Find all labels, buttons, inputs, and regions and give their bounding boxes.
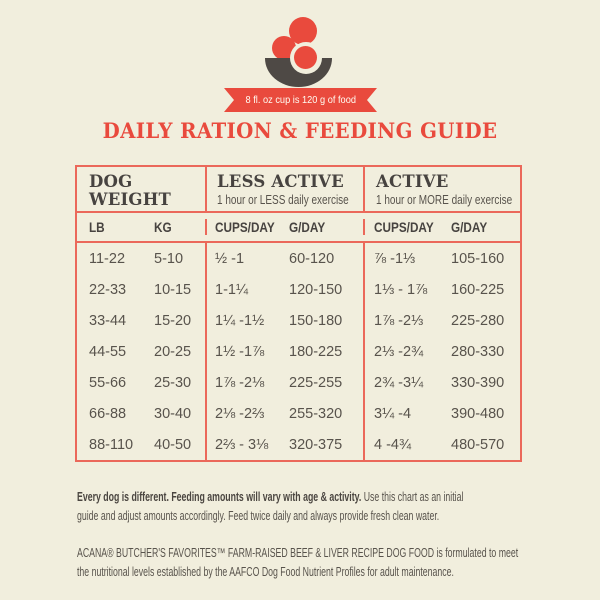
column-header-g-less: G/DAY: [289, 219, 326, 235]
group-less-active: LESS ACTIVE 1 hour or LESS daily exercis…: [205, 167, 363, 211]
table-cell: 88-110: [89, 436, 134, 453]
table-cell: 22-33: [89, 281, 127, 298]
group-title: ACTIVE: [376, 172, 449, 191]
table-cell: 225-280: [451, 312, 505, 329]
table-cell: 320-375: [289, 436, 343, 453]
table-cell: 280-330: [451, 343, 505, 360]
feeding-table: DOG WEIGHT LESS ACTIVE 1 hour or LESS da…: [75, 165, 522, 462]
table-cell: 480-570: [451, 436, 505, 453]
table-cell: 33-44: [89, 312, 127, 329]
feeding-table-body: 11-22 5-10 ½ -1 60-120 ⅞ -1⅓ 105-160 22-33 10-1…: [77, 243, 520, 460]
group-active: ACTIVE 1 hour or MORE daily exercise: [363, 167, 520, 211]
ribbon-label: 8 fl. oz cup is 120 g of food: [245, 94, 356, 106]
table-cell: 390-480: [451, 405, 505, 422]
group-title: DOG WEIGHT: [89, 172, 171, 210]
table-cell: 255-320: [289, 405, 343, 422]
table-cell: ½ -1: [205, 243, 281, 274]
table-cell: 180-225: [289, 343, 343, 360]
table-cell: 20-25: [154, 343, 192, 360]
table-cell: 2⅛ -2⅔: [205, 398, 281, 429]
table-cell: 3¼ -4: [363, 398, 441, 429]
table-row: 55-66 25-30 1⅞ -2⅛ 225-255 2¾ -3¼ 330-390: [77, 367, 520, 398]
table-cell: 11-22: [89, 250, 126, 267]
table-cell: 40-50: [154, 436, 192, 453]
table-cell: 10-15: [154, 281, 192, 298]
table-cell: 225-255: [289, 374, 343, 391]
table-cell: 1⅓ - 1⅞: [363, 274, 441, 305]
group-dog-weight: DOG WEIGHT: [77, 167, 205, 211]
group-subtitle: 1 hour or MORE daily exercise: [376, 193, 513, 208]
table-group-header: DOG WEIGHT LESS ACTIVE 1 hour or LESS da…: [77, 167, 520, 213]
kibble-dot: [294, 46, 317, 69]
table-row: 88-110 40-50 2⅔ - 3⅛ 320-375 4 -4¾ 480-570: [77, 429, 520, 460]
cup-measure-ribbon: 8 fl. oz cup is 120 g of food: [224, 88, 377, 112]
table-cell: 160-225: [451, 281, 505, 298]
table-cell: 330-390: [451, 374, 505, 391]
table-cell: 120-150: [289, 281, 343, 298]
table-row: 66-88 30-40 2⅛ -2⅔ 255-320 3¼ -4 390-480: [77, 398, 520, 429]
column-header-lb: LB: [89, 219, 105, 235]
table-cell: 1⅞ -2⅛: [205, 367, 281, 398]
table-row: 22-33 10-15 1-1¼ 120-150 1⅓ - 1⅞ 160-225: [77, 274, 520, 305]
table-row: 33-44 15-20 1¼ -1½ 150-180 1⅞ -2⅓ 225-280: [77, 305, 520, 336]
page-title: DAILY RATION & FEEDING GUIDE: [102, 118, 498, 143]
table-row: 11-22 5-10 ½ -1 60-120 ⅞ -1⅓ 105-160: [77, 243, 520, 274]
table-cell: ⅞ -1⅓: [363, 243, 441, 274]
column-header-g-active: G/DAY: [451, 219, 488, 235]
table-cell: 105-160: [451, 250, 505, 267]
table-cell: 150-180: [289, 312, 343, 329]
column-header-cups-less: CUPS/DAY: [205, 219, 281, 235]
column-header-cups-active: CUPS/DAY: [363, 219, 441, 235]
table-cell: 4 -4¾: [363, 429, 441, 460]
table-cell: 44-55: [89, 343, 127, 360]
table-cell: 1-1¼: [205, 274, 281, 305]
feeding-note: Every dog is different. Feeding amounts …: [77, 488, 600, 527]
table-cell: 1¼ -1½: [205, 305, 281, 336]
table-cell: 15-20: [154, 312, 192, 329]
feeding-note-rest: Use this chart as an initial guide and a…: [77, 490, 464, 524]
table-cell: 2⅓ -2¾: [363, 336, 441, 367]
table-cell: 2¾ -3¼: [363, 367, 441, 398]
feeding-note-lead: Every dog is different. Feeding amounts …: [77, 490, 362, 504]
table-cell: 1⅞ -2⅓: [363, 305, 441, 336]
aafco-statement: ACANA® BUTCHER'S FAVORITES™ FARM-RAISED …: [77, 546, 519, 580]
group-title: LESS ACTIVE: [217, 172, 344, 191]
table-cell: 5-10: [154, 250, 184, 267]
table-cell: 1½ -1⅞: [205, 336, 281, 367]
table-row: 44-55 20-25 1½ -1⅞ 180-225 2⅓ -2¾ 280-330: [77, 336, 520, 367]
table-cell: 30-40: [154, 405, 192, 422]
table-cell: 66-88: [89, 405, 127, 422]
table-cell: 2⅔ - 3⅛: [205, 429, 281, 460]
column-header-kg: KG: [154, 219, 172, 235]
table-cell: 55-66: [89, 374, 127, 391]
table-cell: 25-30: [154, 374, 192, 391]
group-subtitle: 1 hour or LESS daily exercise: [217, 193, 349, 208]
table-column-header: LB KG CUPS/DAY G/DAY CUPS/DAY G/DAY: [77, 213, 520, 243]
table-cell: 60-120: [289, 250, 335, 267]
